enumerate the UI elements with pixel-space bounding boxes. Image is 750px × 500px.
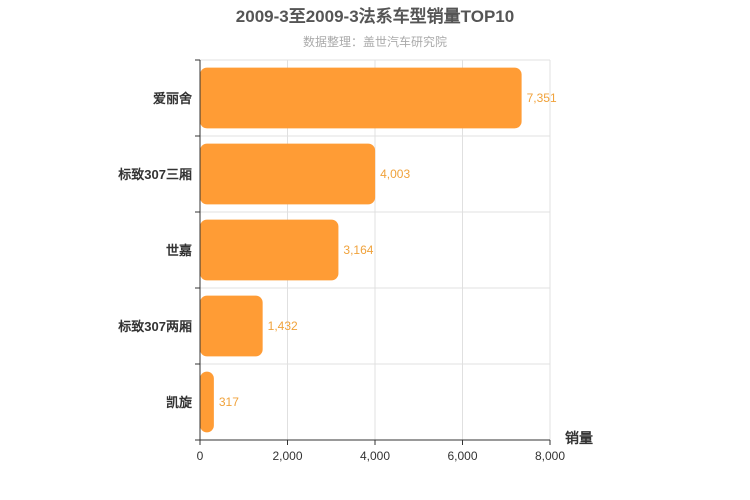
x-tick-label: 8,000	[535, 449, 565, 463]
bar	[200, 295, 263, 357]
category-label: 标致307三厢	[117, 167, 192, 182]
bar	[200, 219, 339, 281]
x-tick-label: 0	[197, 449, 204, 463]
x-tick-label: 4,000	[360, 449, 390, 463]
bar-value-label: 1,432	[268, 319, 298, 333]
chart-title: 2009-3至2009-3法系车型销量TOP10	[236, 6, 514, 26]
bar-value-label: 317	[219, 395, 239, 409]
bar-value-label: 4,003	[380, 167, 410, 181]
x-axis-title: 销量	[565, 430, 593, 446]
bar	[200, 143, 376, 205]
chart-subtitle: 数据整理：盖世汽车研究院	[303, 34, 447, 49]
category-label: 世嘉	[166, 243, 192, 258]
bars-layer: 7,351 4,003 3,164 1,432 317	[200, 67, 557, 433]
category-label: 爱丽舍	[153, 91, 193, 106]
bar	[200, 371, 214, 433]
x-tick-label: 2,000	[272, 449, 302, 463]
category-label: 凯旋	[166, 395, 193, 410]
bar-value-label: 3,164	[343, 243, 373, 257]
x-tick-label: 6,000	[447, 449, 477, 463]
bar-value-label: 7,351	[527, 91, 557, 105]
bar	[200, 67, 522, 129]
category-label: 标致307两厢	[117, 319, 192, 334]
